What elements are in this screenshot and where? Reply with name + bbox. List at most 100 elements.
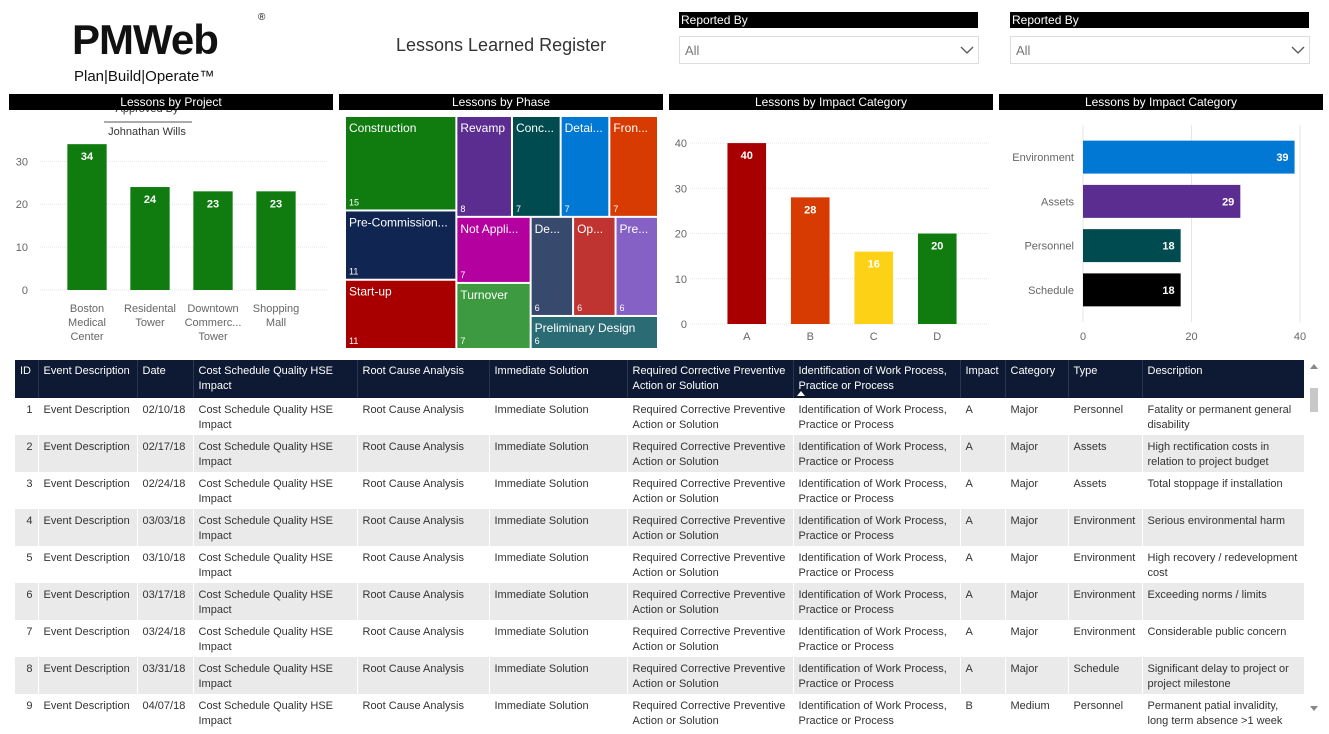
table-cell: Immediate Solution (489, 620, 628, 657)
column-header[interactable]: Event Description (38, 360, 138, 398)
table-cell: A (960, 620, 1006, 657)
table-cell: 03/10/18 (137, 546, 194, 583)
table-cell: Event Description (38, 398, 138, 435)
table-cell: Root Cause Analysis (357, 509, 490, 546)
table-row: 2 Event Description 02/17/18 Cost Schedule … (15, 435, 1304, 472)
table-cell: Root Cause Analysis (357, 398, 490, 435)
tile (457, 217, 530, 282)
table-cell: Total stoppage if installation (1142, 472, 1304, 509)
column-header[interactable]: Category (1005, 360, 1069, 398)
table-cell: A (960, 435, 1006, 472)
tile (457, 117, 511, 216)
y-tick-label: 30 (16, 156, 28, 168)
tile-value: 7 (460, 336, 465, 346)
table-cell: Fatality or permanent general disability (1142, 398, 1304, 435)
column-header[interactable]: Date (137, 360, 194, 398)
logo-registered: ® (258, 12, 266, 23)
table-cell: Identification of Work Process, Practice… (793, 657, 961, 694)
table-cell: Root Cause Analysis (357, 694, 490, 731)
column-header[interactable]: Root Cause Analysis (357, 360, 490, 398)
page-title: Lessons Learned Register (396, 35, 607, 55)
y-tick-label: 40 (675, 138, 687, 150)
table-cell: Required Corrective Preventive Action or… (627, 694, 794, 731)
table-cell: 9 (15, 694, 39, 731)
tile (531, 217, 573, 315)
table-cell: Environment (1068, 620, 1143, 657)
table-cell: Root Cause Analysis (357, 546, 490, 583)
x-tick-label: A (743, 331, 751, 343)
data-label: 16 (868, 259, 880, 271)
column-header[interactable]: Required Corrective Preventive Action or… (627, 360, 794, 398)
x-tick-label: 0 (1080, 331, 1086, 343)
bar (854, 251, 894, 324)
table-cell: Personnel (1068, 398, 1143, 435)
tile (610, 117, 657, 216)
table-cell: Event Description (38, 657, 138, 694)
column-header[interactable]: Identification of Work Process, Practice… (793, 360, 961, 398)
table-cell: 04/07/18 (137, 694, 194, 731)
bar (1083, 229, 1181, 263)
tile (346, 117, 456, 210)
filter-dropdown[interactable]: All (1010, 36, 1310, 64)
sort-indicator[interactable] (797, 390, 805, 396)
tile-label: Conc... (516, 121, 554, 135)
table-cell: Required Corrective Preventive Action or… (627, 620, 794, 657)
table-cell: Major (1005, 657, 1069, 694)
table-cell: Required Corrective Preventive Action or… (627, 398, 794, 435)
table-cell: 03/17/18 (137, 583, 194, 620)
table-cell: Environment (1068, 583, 1143, 620)
table-cell: Immediate Solution (489, 435, 628, 472)
filter-dropdown[interactable]: All (679, 36, 979, 64)
chart-title: Lessons by Project (9, 94, 333, 110)
table-cell: 03/03/18 (137, 509, 194, 546)
table-cell: Major (1005, 398, 1069, 435)
table-cell: Event Description (38, 509, 138, 546)
tile (574, 217, 615, 315)
table-cell: Cost Schedule Quality HSE Impact (193, 657, 358, 694)
y-tick-label: 20 (675, 229, 687, 241)
tile-value: 8 (460, 204, 465, 214)
table-cell: Required Corrective Preventive Action or… (627, 509, 794, 546)
table: ID Event Description Date Cost Schedule Qua… (15, 360, 1304, 731)
table-cell: Assets (1068, 472, 1143, 509)
table-row: 8 Event Description 03/31/18 Cost Schedule … (15, 657, 1304, 694)
table-cell: Required Corrective Preventive Action or… (627, 435, 794, 472)
table-row: 5 Event Description 03/10/18 Cost Schedule … (15, 546, 1304, 583)
column-header[interactable]: ID (15, 360, 39, 398)
column-header[interactable]: Immediate Solution (489, 360, 628, 398)
data-label: 24 (144, 194, 157, 206)
column-header[interactable]: Type (1068, 360, 1143, 398)
table-cell: A (960, 657, 1006, 694)
table-row: 3 Event Description 02/24/18 Cost Schedule … (15, 472, 1304, 509)
x-tick-label: Downtown Commerc... Tower (184, 303, 242, 343)
column-header[interactable]: Description (1142, 360, 1304, 398)
table-cell: Identification of Work Process, Practice… (793, 694, 961, 731)
scrollbar[interactable] (1307, 360, 1321, 716)
table-cell: 4 (15, 509, 39, 546)
column-header[interactable]: Impact (960, 360, 1006, 398)
table-cell: Required Corrective Preventive Action or… (627, 472, 794, 509)
table-cell: Cost Schedule Quality HSE Impact (193, 435, 358, 472)
table-cell: Environment (1068, 509, 1143, 546)
table-cell: Major (1005, 583, 1069, 620)
x-tick-label: Shopping Mall (252, 303, 300, 329)
tile-label: Not Appli... (460, 222, 518, 236)
table-cell: Cost Schedule Quality HSE Impact (193, 583, 358, 620)
table-cell: Immediate Solution (489, 657, 628, 694)
table-cell: Root Cause Analysis (357, 620, 490, 657)
bar (790, 197, 830, 324)
chart-title: Lessons by Phase (339, 94, 663, 110)
table-cell: Personnel (1068, 694, 1143, 731)
tile-value: 7 (613, 204, 618, 214)
filter-value: All (685, 43, 700, 58)
table-cell: Cost Schedule Quality HSE Impact (193, 546, 358, 583)
table-cell: Immediate Solution (489, 546, 628, 583)
table-cell: Immediate Solution (489, 509, 628, 546)
tile (531, 316, 657, 348)
tile (346, 211, 456, 279)
column-header[interactable]: Cost Schedule Quality HSE Impact (193, 360, 358, 398)
data-label: 18 (1162, 285, 1174, 297)
table-cell: 5 (15, 546, 39, 583)
x-tick-label: Boston Medical Center (68, 303, 106, 343)
